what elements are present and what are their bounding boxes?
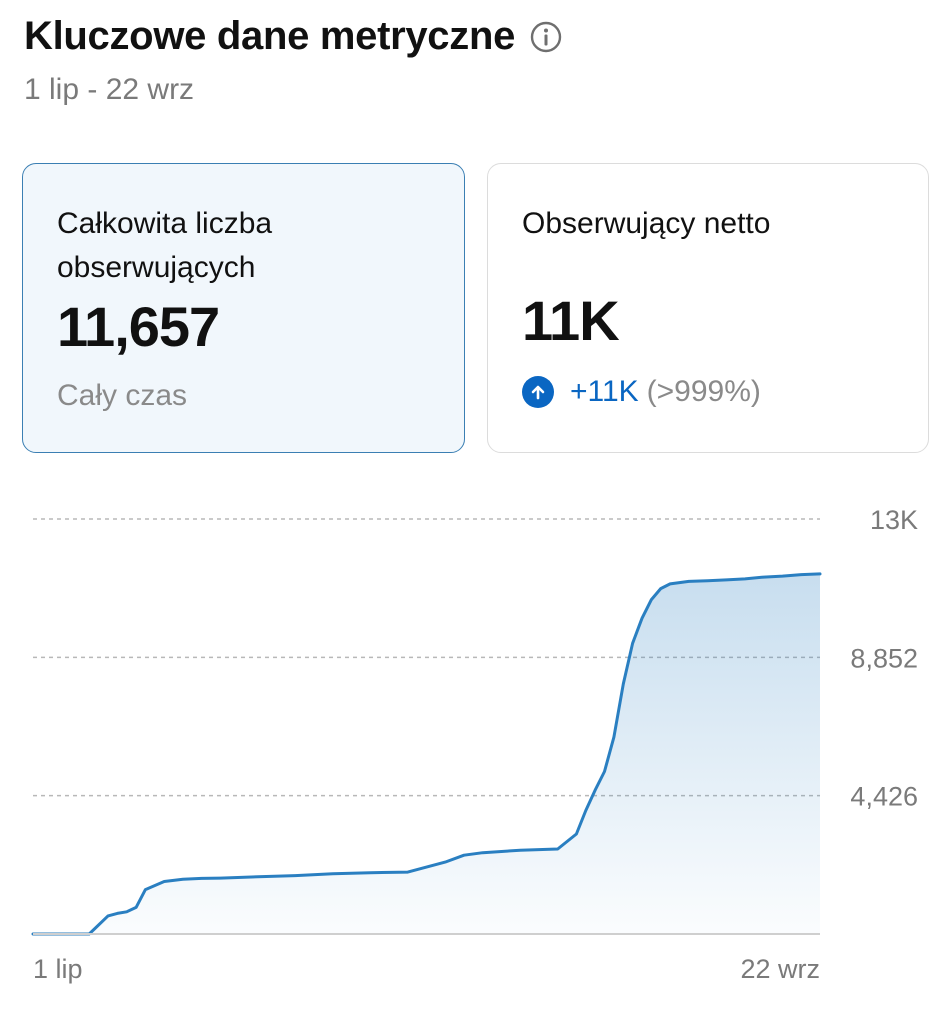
header: Kluczowe dane metryczne 1 lip - 22 wrz: [24, 14, 563, 107]
x-tick-label: 22 wrz: [740, 954, 820, 984]
chart-line: [31, 572, 822, 936]
total-followers-value: 11,657: [57, 295, 220, 358]
x-tick-label: 1 lip: [33, 954, 83, 984]
info-icon[interactable]: [529, 20, 563, 54]
net-followers-value: 11K: [522, 289, 620, 352]
page-title: Kluczowe dane metryczne: [24, 14, 516, 58]
net-followers-card[interactable]: Obserwujący netto 11K +11K (>999%): [487, 163, 929, 453]
change-percent: (>999%): [646, 375, 761, 408]
y-tick-label: 13K: [870, 505, 918, 535]
y-tick-label: 8,852: [850, 643, 918, 673]
chart-area: [33, 573, 820, 934]
change-value: +11K: [570, 375, 639, 408]
followers-chart: 4,426 8,852 13K 1 lip 22 wrz: [0, 490, 943, 990]
net-followers-change: +11K (>999%): [522, 375, 894, 409]
total-followers-label: Całkowita liczba obserwujących: [57, 207, 273, 284]
followers-chart-svg: 4,426 8,852 13K 1 lip 22 wrz: [31, 505, 918, 984]
date-range: 1 lip - 22 wrz: [24, 73, 195, 106]
title-row: Kluczowe dane metryczne: [24, 14, 563, 59]
arrow-up-icon: [522, 376, 554, 408]
y-tick-label: 4,426: [850, 782, 918, 812]
total-followers-period: Cały czas: [57, 379, 188, 412]
net-followers-label: Obserwujący netto: [522, 207, 771, 240]
total-followers-card[interactable]: Całkowita liczba obserwujących 11,657 Ca…: [22, 163, 465, 453]
